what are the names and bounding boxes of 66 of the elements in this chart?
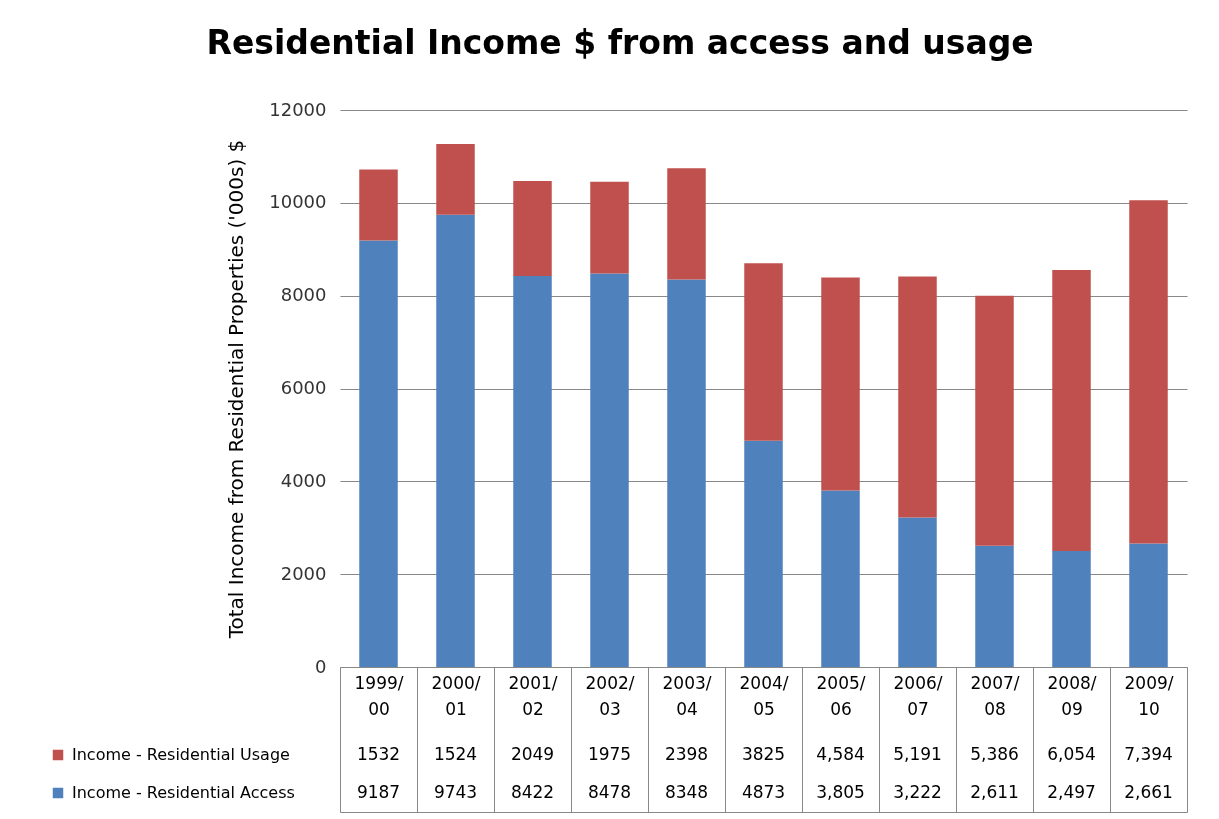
bar [359,240,398,667]
data-label: 1975 [587,744,632,764]
data-label: 8422 [510,782,555,802]
x-tick-label: 2007/08 [970,672,1020,719]
data-label: 3825 [741,744,786,764]
y-tick-label: 12000 [269,98,327,120]
bar [1129,200,1168,544]
data-label: 2049 [510,744,555,764]
bar [898,276,937,518]
bar [975,545,1014,667]
chart-title: Residential Income $ from access and usage [206,23,1034,62]
bar [1129,543,1168,667]
x-tick-label: 2006/07 [893,672,943,719]
data-label: 6,054 [1047,744,1096,764]
y-tick-label: 8000 [280,284,327,306]
data-label: 9743 [433,782,478,802]
bar [359,169,398,241]
data-label: 2,661 [1124,782,1173,802]
bar [744,263,783,441]
bar [436,214,475,667]
x-tick-label: 2005/06 [816,672,866,719]
y-tick-label: 4000 [280,469,327,491]
bar [821,490,860,667]
data-label: 4,584 [816,744,865,764]
bar [590,181,629,274]
x-tick-label: 1999/00 [354,672,404,719]
bar [821,277,860,491]
x-tick-label: 2008/09 [1047,672,1097,719]
data-label: 5,191 [893,744,942,764]
data-label: 1532 [356,744,401,764]
data-label: 9187 [356,782,401,802]
data-label: 7,394 [1124,744,1173,764]
data-label: 3,222 [893,782,942,802]
bar [744,440,783,667]
data-label: 2,611 [970,782,1019,802]
data-label: 1524 [433,744,478,764]
y-tick-label: 6000 [280,377,327,398]
bar [898,517,937,667]
data-label: 4873 [741,782,786,802]
data-label: 8348 [664,782,709,802]
bar [1052,270,1091,552]
x-tick-label: 2001/02 [508,672,558,719]
bar [436,144,475,215]
data-label: 2,497 [1047,782,1096,802]
data-label: 2398 [664,744,709,764]
bar [667,279,706,667]
bar [513,276,552,667]
legend-label: Income - Residential Access [72,783,295,802]
data-label: 3,805 [816,782,865,802]
y-axis-title: Total Income from Residential Properties ('000s) $ [224,139,249,640]
x-tick-label: 2000/01 [431,672,481,719]
bar [513,180,552,277]
data-label: 5,386 [970,744,1019,764]
data-label: 8478 [587,782,632,802]
y-tick-label: 2000 [280,562,327,584]
x-tick-label: 2009/10 [1124,672,1174,719]
legend-label: Income - Residential Usage [72,745,290,764]
bar [667,168,706,280]
bar [975,295,1014,546]
y-tick-label: 0 [315,655,327,677]
x-tick-label: 2002/03 [585,672,635,719]
x-tick-label: 2004/05 [739,672,789,719]
bar [590,273,629,667]
y-tick-label: 10000 [269,191,327,213]
x-tick-label: 2003/04 [662,672,712,719]
bar [1052,551,1091,667]
